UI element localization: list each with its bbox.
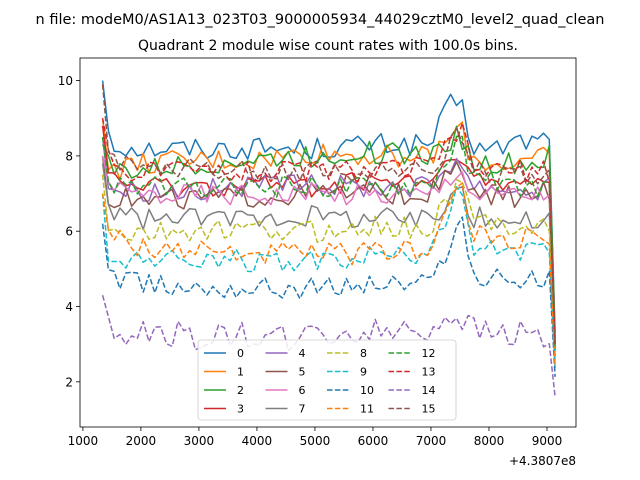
x-axis: 1000 2000 3000 4000 5000 6000 7000 8000 9000 bbox=[68, 427, 563, 448]
series-line-13 bbox=[101, 118, 556, 345]
series-line-12 bbox=[101, 135, 556, 350]
legend-label: 11 bbox=[360, 403, 374, 416]
y-axis: 2 4 6 8 10 bbox=[58, 74, 80, 389]
series-line-7 bbox=[101, 163, 556, 357]
legend-label: 2 bbox=[237, 384, 244, 397]
legend-label: 14 bbox=[422, 384, 436, 397]
legend-label: 12 bbox=[422, 347, 436, 360]
legend-label: 10 bbox=[360, 384, 374, 397]
x-tick-label: 2000 bbox=[126, 434, 157, 448]
series-lines bbox=[101, 80, 556, 397]
x-tick-label: 7000 bbox=[416, 434, 447, 448]
chart-title: Quadrant 2 module wise count rates with … bbox=[138, 38, 518, 54]
legend-box bbox=[197, 339, 457, 421]
series-line-6 bbox=[101, 155, 556, 351]
plot-frame bbox=[79, 57, 577, 428]
x-tick-label: 4000 bbox=[242, 434, 273, 448]
x-tick-label: 9000 bbox=[532, 434, 563, 448]
x-tick-label: 8000 bbox=[474, 434, 505, 448]
x-tick-label: 3000 bbox=[184, 434, 215, 448]
x-tick-label: 6000 bbox=[358, 434, 389, 448]
x-offset-label: +4.3807e8 bbox=[509, 454, 576, 468]
y-tick-label: 10 bbox=[58, 74, 73, 88]
series-line-5 bbox=[101, 155, 556, 351]
series-line-0 bbox=[101, 80, 556, 333]
x-tick-label: 1000 bbox=[68, 434, 99, 448]
legend-label: 15 bbox=[422, 403, 436, 416]
series-line-15 bbox=[101, 84, 556, 345]
series-line-10 bbox=[101, 216, 556, 377]
legend-label: 1 bbox=[237, 366, 244, 379]
legend-label: 7 bbox=[299, 403, 306, 416]
x-tick-label: 5000 bbox=[300, 434, 331, 448]
legend-label: 5 bbox=[299, 366, 306, 379]
legend-label: 6 bbox=[299, 384, 306, 397]
series-line-9 bbox=[101, 186, 556, 370]
y-tick-label: 6 bbox=[65, 225, 73, 239]
legend-label: 4 bbox=[299, 347, 306, 360]
legend-label: 13 bbox=[422, 366, 436, 379]
y-tick-label: 4 bbox=[65, 300, 73, 314]
legend-label: 9 bbox=[360, 366, 367, 379]
series-line-11 bbox=[101, 182, 556, 367]
y-tick-label: 2 bbox=[65, 375, 73, 389]
series-line-2 bbox=[101, 125, 556, 340]
series-line-8 bbox=[101, 174, 556, 362]
y-tick-label: 8 bbox=[65, 149, 73, 163]
legend-label: 0 bbox=[237, 347, 244, 360]
legend-label: 8 bbox=[360, 347, 367, 360]
legend-label: 3 bbox=[237, 403, 244, 416]
figure-suptitle: n file: modeM0/AS1A13_023T03_9000005934_… bbox=[36, 12, 605, 28]
